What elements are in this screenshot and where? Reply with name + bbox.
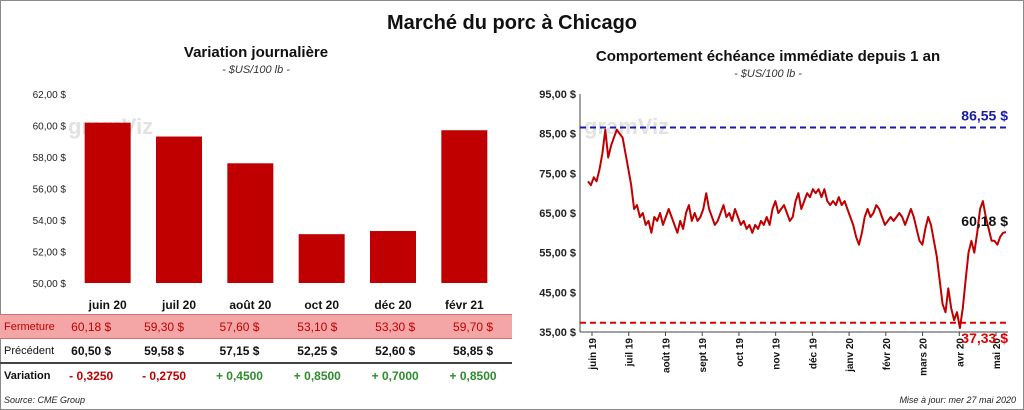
variation-cell: + 0,7000 xyxy=(356,362,435,387)
x-tick-label: avr 20 xyxy=(955,338,966,367)
y-tick-label: 56,00 $ xyxy=(33,185,67,196)
update-note: Mise à jour: mer 27 mai 2020 xyxy=(899,395,1016,405)
high-value-label: 86,55 $ xyxy=(961,108,1008,124)
y-tick-label: 52,00 $ xyxy=(33,248,67,259)
y-tick-label: 62,00 $ xyxy=(33,90,67,101)
left-panel-subtitle: - $US/100 lb - xyxy=(222,64,290,76)
y-tick-label: 85,00 $ xyxy=(539,129,576,141)
prev-row: Précédent 60,50 $ 59,58 $ 57,15 $ 52,25 … xyxy=(0,339,512,364)
y-tick-label: 54,00 $ xyxy=(33,216,67,227)
y-tick-label: 55,00 $ xyxy=(539,248,576,260)
y-tick-label: 58,00 $ xyxy=(33,153,67,164)
prev-cell: 57,15 $ xyxy=(219,343,260,358)
y-tick-label: 75,00 $ xyxy=(539,168,576,180)
x-tick-label: août 19 xyxy=(661,338,672,373)
x-tick-label: févr 20 xyxy=(882,338,893,371)
prev-cell: 59,58 $ xyxy=(144,343,185,358)
variation-cell: - 0,3250 xyxy=(54,362,128,387)
bar xyxy=(84,122,131,283)
left-panel-title: Variation journalière xyxy=(183,44,329,61)
bar xyxy=(298,234,345,283)
bar xyxy=(227,163,274,283)
x-tick-label: oct 19 xyxy=(735,338,746,367)
main-title: Marché du porc à Chicago xyxy=(386,12,638,34)
x-tick-label: oct 20 xyxy=(304,298,339,312)
x-tick-label: juil 19 xyxy=(625,338,636,368)
x-tick-label: nov 19 xyxy=(772,338,783,370)
close-cell: 59,70 $ xyxy=(434,314,512,339)
bar xyxy=(156,136,202,283)
y-tick-label: 50,00 $ xyxy=(33,279,67,290)
x-tick-label: août 20 xyxy=(229,298,271,312)
x-tick-label: févr 21 xyxy=(445,298,484,312)
source-note: Source: CME Group xyxy=(4,395,86,405)
close-row: Fermeture 60,18 $ 59,30 $ 57,60 $ 53,10 … xyxy=(0,314,512,339)
variation-cell: + 0,4500 xyxy=(200,362,279,387)
prev-cell: 52,60 $ xyxy=(375,343,416,358)
prev-cell: 58,85 $ xyxy=(453,343,494,358)
x-tick-label: juin 20 xyxy=(88,298,127,312)
bar xyxy=(370,231,416,283)
bar-chart: gramViz62,00 $60,00 $58,00 $56,00 $54,00… xyxy=(33,90,488,312)
variation-cell: + 0,8500 xyxy=(278,362,357,387)
close-cell: 53,10 $ xyxy=(278,314,357,339)
low-value-label: 37,33 $ xyxy=(961,330,1008,346)
x-tick-label: déc 20 xyxy=(374,298,412,312)
close-cell: 57,60 $ xyxy=(200,314,279,339)
prev-cell: 60,50 $ xyxy=(71,343,112,358)
y-tick-label: 95,00 $ xyxy=(539,89,576,101)
prev-label: Précédent xyxy=(4,344,55,357)
x-tick-label: juil 20 xyxy=(161,298,196,312)
variation-row: Variation - 0,3250 - 0,2750 + 0,4500 + 0… xyxy=(0,362,512,387)
y-tick-label: 65,00 $ xyxy=(539,208,576,220)
price-series-line xyxy=(587,128,1007,329)
variation-cell: - 0,2750 xyxy=(127,362,201,387)
close-cell: 60,18 $ xyxy=(54,314,128,339)
x-tick-label: déc 19 xyxy=(808,338,819,370)
variation-cell: + 0,8500 xyxy=(434,362,512,387)
y-tick-label: 45,00 $ xyxy=(539,287,576,299)
y-tick-label: 35,00 $ xyxy=(539,327,576,339)
close-cell: 59,30 $ xyxy=(127,314,201,339)
line-chart: gramViz 95,00 $ 85,00 $ 75,00 $ 65,00 $ 55,00… xyxy=(539,89,1008,376)
x-tick-label: mai 20 xyxy=(992,338,1003,370)
x-tick-label: sept 19 xyxy=(698,338,709,373)
watermark: gramViz xyxy=(584,114,669,139)
x-tick-label: mars 20 xyxy=(919,338,930,376)
right-panel-title: Comportement échéance immédiate depuis 1… xyxy=(595,48,941,65)
last-value-label: 60,18 $ xyxy=(961,213,1008,229)
prev-cell: 52,25 $ xyxy=(297,343,338,358)
right-panel-subtitle: - $US/100 lb - xyxy=(734,68,802,80)
y-tick-label: 60,00 $ xyxy=(33,122,67,133)
variation-label: Variation xyxy=(0,362,55,387)
x-tick-label: juin 19 xyxy=(588,338,599,371)
x-tick-label: janv 20 xyxy=(845,338,856,373)
price-table: Fermeture 60,18 $ 59,30 $ 57,60 $ 53,10 … xyxy=(0,314,512,387)
close-label: Fermeture xyxy=(0,314,55,339)
bar xyxy=(441,130,488,283)
close-cell: 53,30 $ xyxy=(356,314,435,339)
